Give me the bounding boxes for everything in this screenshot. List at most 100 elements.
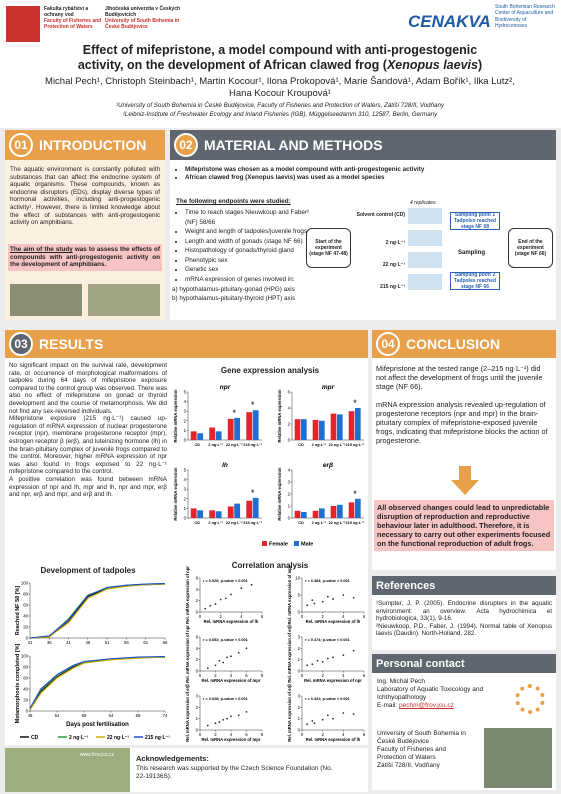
- y-axis-label: Relative mRNA expression: [173, 389, 178, 443]
- x-axis-label: Rel. mRNA expression of mpr: [202, 737, 261, 742]
- section-number: 02: [174, 133, 198, 157]
- point: [332, 656, 334, 659]
- point: [245, 710, 248, 713]
- conclusion-band: 04 CONCLUSION: [372, 330, 556, 358]
- line: [29, 583, 166, 639]
- affiliation: ²Leibniz-Institute of Freshwater Ecology…: [122, 110, 438, 118]
- y-tick-label: 0: [298, 728, 301, 733]
- point: [352, 713, 355, 716]
- point: [306, 604, 309, 607]
- address-line: Zátiší 728/II, Vodňany: [377, 762, 440, 769]
- axes: a) hypothalamus-pituitary-gonad (HPG) ax…: [172, 285, 295, 303]
- y-tick-label: 5: [184, 390, 187, 395]
- paragraph: Mifepristone exposure (215 ng·L⁻¹) cause…: [9, 415, 167, 476]
- ack-text: This research was supported by the Czech…: [136, 765, 333, 780]
- bar: [337, 504, 343, 518]
- x-axis-label: Rel. mRNA expression of mpr: [202, 678, 261, 683]
- point: [245, 647, 248, 650]
- photo-portrait: [484, 728, 552, 788]
- point: [224, 597, 227, 600]
- y-tick-label: 100: [21, 581, 29, 586]
- section-number: 04: [376, 332, 400, 356]
- x-tick-label: 4: [342, 614, 345, 619]
- paragraph: A positive correlation was found between…: [9, 475, 167, 499]
- stat-label: r = 0.926; p-value < 0.001: [203, 579, 248, 583]
- section-number: 01: [9, 133, 33, 157]
- bar: [227, 418, 234, 440]
- point: [230, 715, 232, 718]
- y-axis-label: Relative mRNA expression: [173, 467, 178, 521]
- line: [29, 656, 166, 709]
- y-tick-label: 4: [184, 399, 187, 404]
- point: [332, 717, 334, 720]
- endpoint: Histopathology of gonads/thyroid gland: [185, 246, 311, 256]
- email[interactable]: pechm@frov.jcu.cz: [399, 702, 454, 709]
- legend-label: Male: [301, 542, 313, 548]
- y-tick-label: 1: [184, 428, 187, 433]
- point: [250, 583, 253, 586]
- y-tick-label: 1: [298, 657, 301, 662]
- y-tick-label: 2: [196, 705, 199, 710]
- point: [326, 595, 329, 598]
- x-tick-label: 0: [199, 673, 202, 678]
- axis-item: b) hypothalamus-pituitary-thyroid (HPT) …: [172, 295, 296, 302]
- panel-title: lh: [222, 462, 228, 469]
- legend-label: 2 ng·L⁻¹: [69, 735, 89, 741]
- y-tick-label: 1: [288, 504, 291, 509]
- panel-title: npr: [220, 384, 231, 391]
- stat-label: r = 0.474; p-value < 0.001: [305, 638, 350, 642]
- bar: [337, 414, 343, 440]
- x-tick-label: 8: [261, 673, 264, 678]
- bar: [319, 420, 325, 440]
- bar: [215, 511, 222, 518]
- results-band: 03 RESULTS: [5, 330, 368, 358]
- stat-label: r = 0.384; p-value < 0.001: [305, 579, 350, 583]
- point: [226, 656, 229, 659]
- legend-swatch: [262, 541, 267, 546]
- y-axis-label: Rel. mRNA expression of mpr: [287, 565, 292, 624]
- bar: [197, 433, 204, 440]
- x-tick-label: 56: [124, 640, 129, 645]
- section-heading: MATERIAL AND METHODS: [204, 137, 383, 153]
- y-tick-label: 3: [298, 694, 301, 699]
- y-tick-label: 0: [288, 516, 291, 521]
- affiliations: ¹University of South Bohemia in České Bu…: [30, 102, 530, 119]
- x-tick-label: 6: [363, 614, 366, 619]
- point: [311, 599, 314, 601]
- y-tick-label: 0: [298, 669, 301, 674]
- bullet: African clawed frog (Xenopus laevis) was…: [185, 174, 436, 182]
- y-tick-label: 40: [23, 614, 28, 619]
- point: [214, 722, 217, 725]
- references-heading: References: [372, 576, 556, 595]
- y-tick-label: 2: [196, 657, 199, 662]
- legend-swatch: [294, 541, 299, 546]
- x-tick-label: 6: [261, 614, 264, 619]
- point: [306, 723, 309, 726]
- y-axis-label: Reached NF 58 [%]: [15, 586, 21, 636]
- y-tick-label: 4: [288, 406, 291, 411]
- x-tick-label: 46: [85, 640, 90, 645]
- x-tick-label: 6: [363, 732, 366, 737]
- affiliation: ¹University of South Bohemia in České Bu…: [115, 102, 445, 109]
- y-tick-label: 5: [184, 468, 187, 473]
- endpoints: Time to reach stages Nieuwkoup and Faber…: [176, 208, 311, 284]
- point: [226, 717, 229, 720]
- y-tick-label: 0: [196, 610, 199, 615]
- y-tick-label: 2: [184, 418, 187, 423]
- x-axis-label: Rel. mRNA expression of lh: [306, 737, 361, 742]
- y-tick-label: 6: [288, 390, 291, 395]
- point: [219, 598, 222, 601]
- section-number: 03: [9, 332, 33, 356]
- x-tick-label: 59: [82, 713, 87, 718]
- point: [204, 607, 207, 610]
- bar: [294, 419, 301, 440]
- x-tick-label: 31: [28, 640, 33, 645]
- contact-lab: Laboratory of Aquatic Toxicology and Ich…: [377, 686, 484, 701]
- chart-title: Development of tadpoles: [40, 566, 136, 575]
- point: [326, 657, 329, 660]
- x-tick-label: 61: [143, 640, 148, 645]
- category-label: 215 ng·L⁻¹: [346, 443, 366, 447]
- point: [321, 718, 324, 721]
- point: [326, 714, 329, 717]
- legend-label: 215 ng·L⁻¹: [145, 735, 170, 741]
